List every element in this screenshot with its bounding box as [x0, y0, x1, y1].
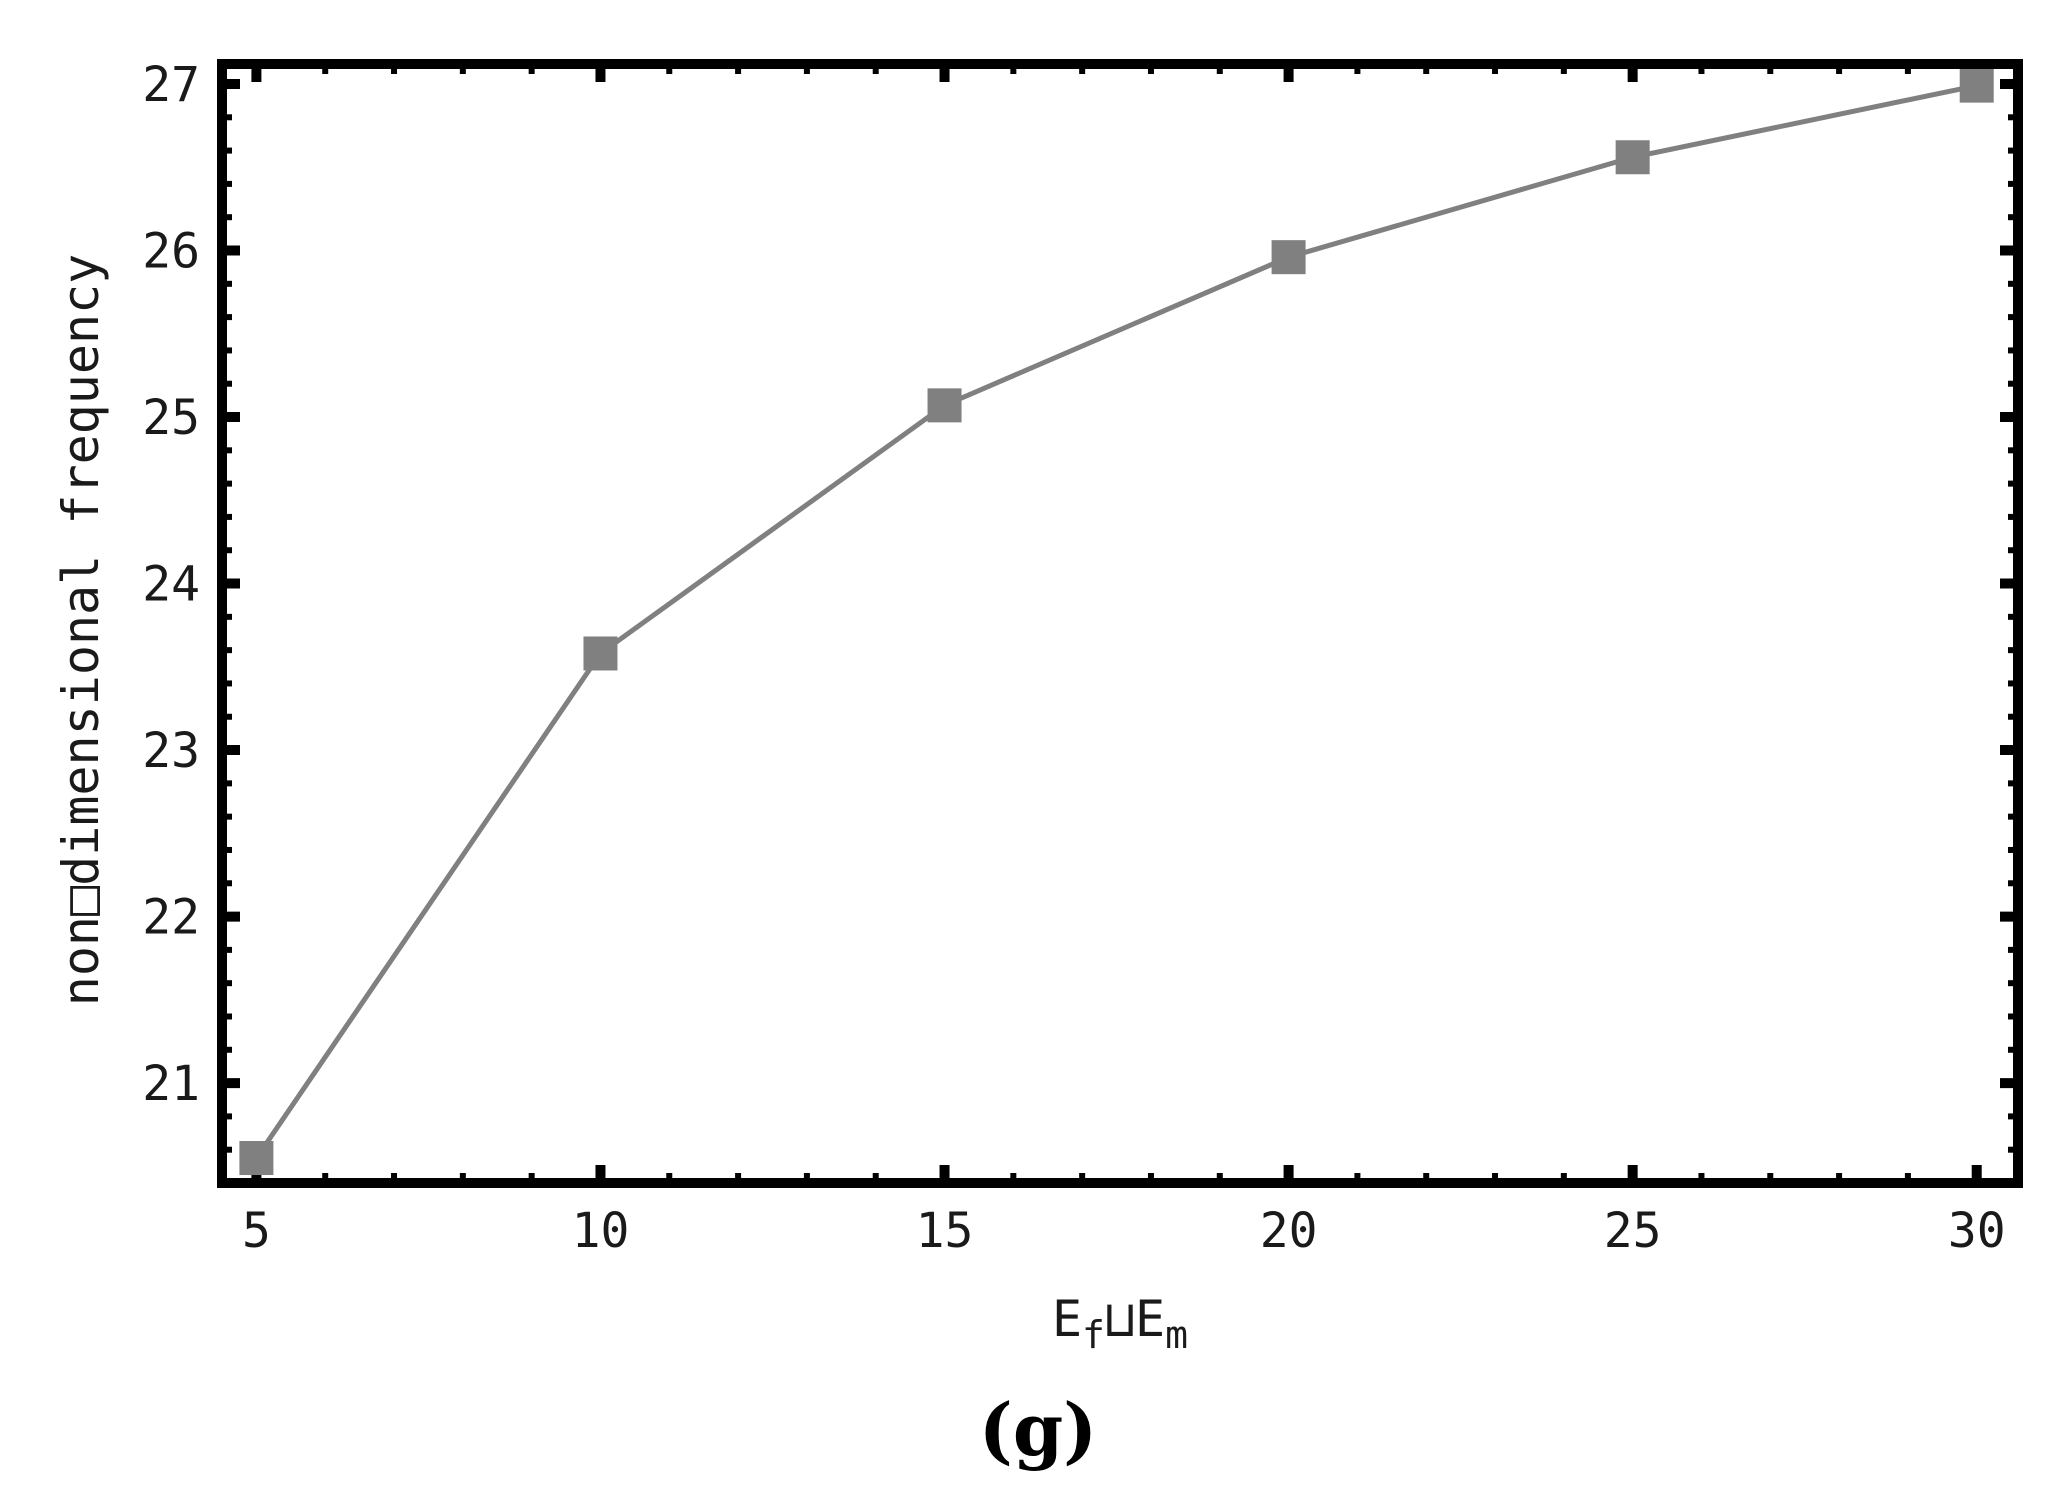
data-point — [1615, 140, 1650, 175]
y-tick-label: 21 — [142, 1056, 200, 1112]
x-axis-label: Ef⊔Em — [1052, 1290, 1188, 1357]
data-point — [583, 636, 618, 671]
plot-frame — [217, 59, 2023, 1188]
x-axis-label-sub-m: m — [1165, 1313, 1188, 1357]
y-axis-label: non□dimensional frequency — [52, 254, 110, 1007]
data-point — [1959, 68, 1994, 103]
y-tick-label: 22 — [142, 890, 200, 946]
y-tick-label: 26 — [142, 224, 200, 280]
x-axis-label-e2: E — [1135, 1290, 1165, 1348]
y-tick-labels: 21 22 23 24 25 26 27 — [142, 57, 200, 1112]
x-axis-label-sub-f: f — [1082, 1313, 1105, 1357]
x-tick-label: 20 — [1260, 1203, 1318, 1259]
x-axis-label-separator: ⊔ — [1105, 1290, 1135, 1348]
y-tick-label: 27 — [142, 57, 200, 113]
figure-caption: (g) — [979, 1387, 1097, 1472]
x-tick-labels: 5 10 15 20 25 30 — [242, 1203, 2006, 1259]
x-tick-label: 25 — [1604, 1203, 1662, 1259]
y-tick-label: 25 — [142, 390, 200, 446]
x-tick-label: 30 — [1948, 1203, 2006, 1259]
x-tick-label: 15 — [916, 1203, 974, 1259]
series-layer — [239, 68, 1994, 1176]
data-point — [1271, 240, 1306, 275]
x-axis-label-e1: E — [1052, 1290, 1082, 1348]
data-point — [239, 1141, 274, 1176]
y-tick-label: 24 — [142, 557, 200, 613]
series-line — [254, 83, 1978, 1160]
x-tick-label: 5 — [242, 1203, 271, 1259]
data-point — [927, 388, 962, 423]
x-tick-label: 10 — [572, 1203, 630, 1259]
y-tick-label: 23 — [142, 723, 200, 779]
